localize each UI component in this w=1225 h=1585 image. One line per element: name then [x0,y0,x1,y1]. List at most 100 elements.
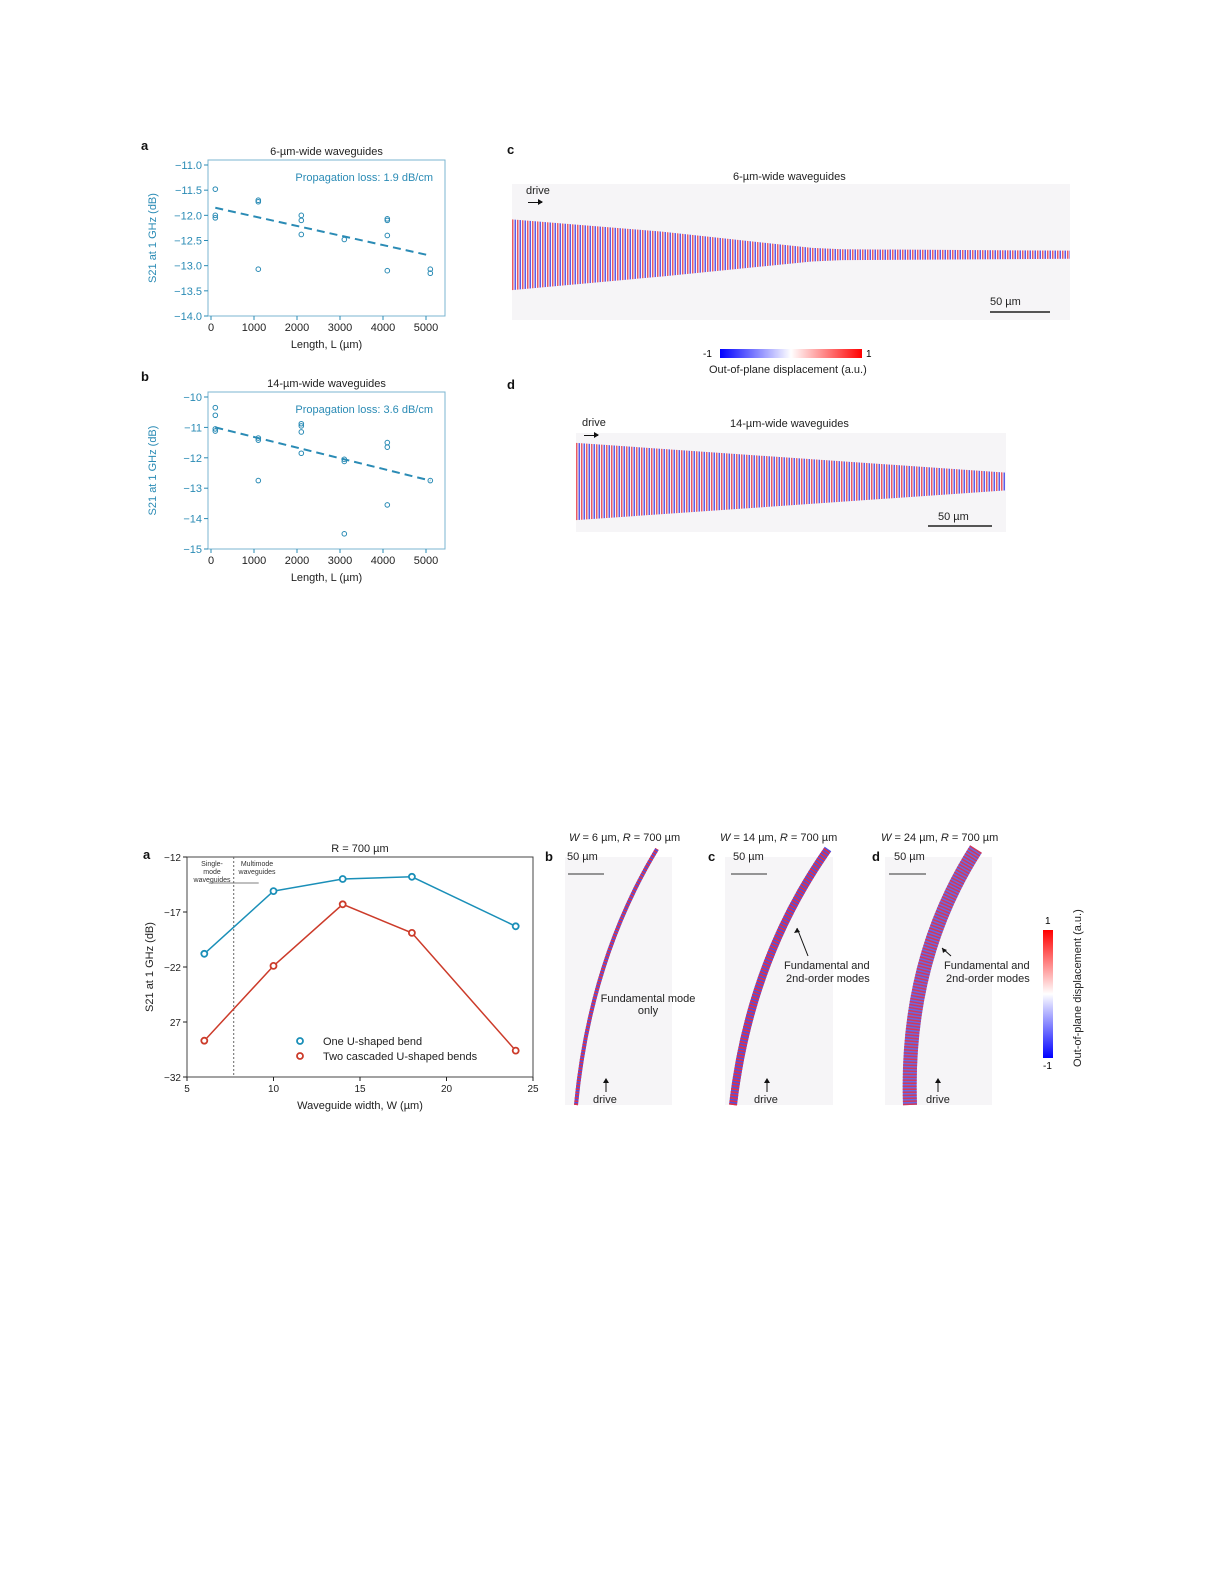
annotation-fundamental-only: Fundamental mode only [600,993,696,1017]
series-point [200,1036,209,1045]
x-axis-label: Waveguide width, W (µm) [297,1100,423,1112]
arrowhead-icon [942,948,947,953]
annotation-line-1: Fundamental and [784,960,870,972]
x-tick-label: 0 [208,322,214,334]
series-point [269,962,278,970]
fig2-panel-label-b: b [545,849,553,864]
data-point [341,456,348,463]
drive-label: drive [926,1094,950,1106]
x-tick-label: 4000 [371,555,395,567]
data-point [212,426,219,432]
data-point [298,420,305,427]
y-tick-label: −13.5 [174,286,202,298]
panel-label-a: a [141,138,149,153]
drive-arrows [603,1078,941,1092]
y-tick-label: −12.5 [174,236,202,248]
x-tick-label: 2000 [285,555,309,567]
arrowhead-icon [794,928,800,933]
title-text: = 700 µm [948,832,999,844]
scale-label: 50 µm [990,296,1021,308]
scale-bar [990,311,1050,313]
y-tick-label: −13.0 [174,261,202,273]
y-tick-label: −11.0 [175,160,202,172]
series-line [203,876,517,955]
x-tick-label: 5 [184,1084,190,1095]
data-point [212,215,219,221]
fig2-panel-label-c: c [708,849,716,864]
data-point [298,423,305,429]
fit-line [215,206,431,257]
chart-title: R = 700 µm [331,843,388,855]
drive-arrow-icon [528,198,543,206]
chart-0: 0 1000 2000 3000 4000 5000 −11.0 −11.5 −12.0 −12.… [147,146,446,351]
annotation-line-2: 2nd-order modes [946,973,1030,985]
x-tick-label: 3000 [328,555,352,567]
chart-2: 5 10 15 20 25 −12 −17 −22 27 −32 R = 700 µm Wavegui… [144,843,539,1112]
plot-frame [207,159,446,317]
x-axis-label: Length, L (µm) [291,339,362,351]
panel-label-c: c [507,142,515,157]
scale-bar [928,525,992,527]
data-point [384,439,391,446]
scale-label: 50 µm [938,511,969,523]
x-tick-label: 4000 [371,322,395,334]
series-point [407,929,416,937]
data-point [212,212,219,219]
scale-label: 50 µm [733,851,764,863]
w-symbol: W [569,832,580,844]
y-tick-label: 27 [170,1018,182,1029]
data-point [298,217,305,224]
w-symbol: W [720,832,731,844]
data-point [255,198,262,205]
drive-label: drive [526,185,550,197]
colorbar-max: 1 [1045,916,1051,927]
data-point [384,444,391,450]
data-point [341,458,348,465]
data-point [212,428,219,434]
legend-label: One U-shaped bend [323,1036,422,1048]
r-symbol: R [940,832,949,844]
data-point [341,531,348,537]
x-tick-label: 5000 [414,322,438,334]
drive-label: drive [593,1094,617,1106]
drive-arrow-icon [584,431,599,439]
x-tick-label: 1000 [242,555,266,567]
series-point [338,875,347,883]
plot-frame [207,391,446,550]
data-point [384,502,391,508]
data-point [212,412,219,419]
y-tick-label: −12 [164,853,181,864]
series-point [407,872,416,881]
data-point [255,477,262,484]
legend-marker [296,1052,304,1060]
panel-label-d: d [507,377,515,392]
x-tick-label: 3000 [328,322,352,334]
title-text: = 700 µm [787,832,838,844]
title-text: = 700 µm [630,832,681,844]
y-tick-label: −22 [164,963,181,974]
colorbar [720,349,862,358]
data-point [255,266,262,272]
colorbar-max: 1 [866,349,872,360]
series-line [203,903,517,1052]
fit-line [215,426,431,482]
chart-1: 0 1000 2000 3000 4000 5000 −10 −11 −12 −13 −14 −15 1… [147,378,446,584]
y-axis-label: S21 at 1 GHz (dB) [147,426,159,516]
y-tick-label: −14.0 [174,311,202,323]
data-point [427,477,434,484]
series-point [338,900,347,909]
annotation-arrow-icon [796,927,809,957]
y-tick-label: −10 [183,392,202,404]
data-point [255,435,262,441]
series-point [269,887,278,895]
legend-marker [296,1037,304,1045]
propagation-loss-annotation: Propagation loss: 1.9 dB/cm [295,172,433,184]
x-tick-label: 15 [354,1084,366,1095]
colorbar-label: Out-of-plane displacement (a.u.) [1072,909,1084,1067]
bend-waveguide-c [729,846,832,1106]
y-tick-label: −11.5 [175,185,202,197]
x-tick-label: 0 [208,555,214,567]
data-point [212,186,219,192]
data-point [298,231,305,238]
